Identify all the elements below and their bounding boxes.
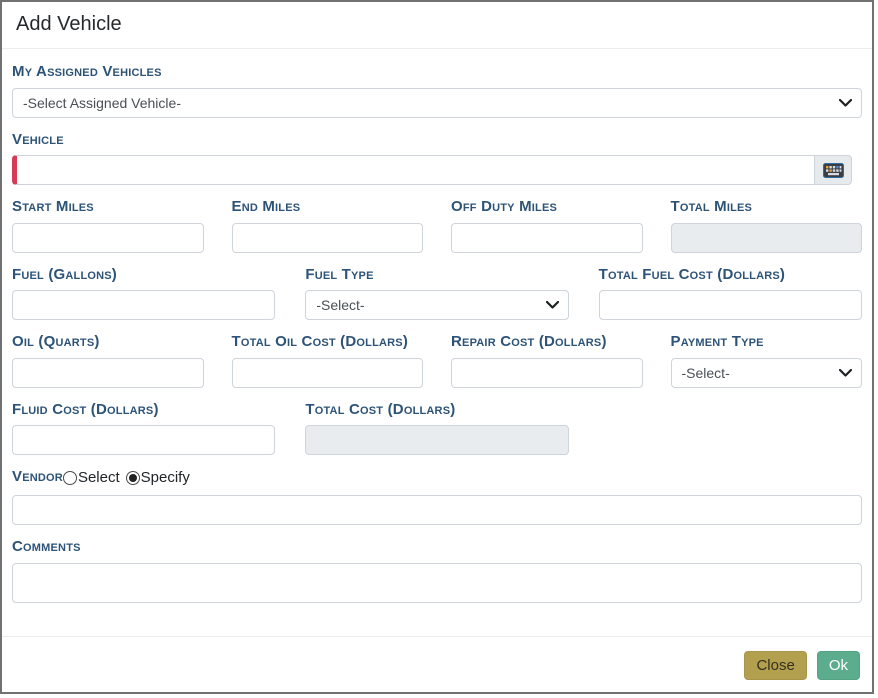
oil-quarts-label: Oil (Quarts) [12,333,100,350]
vendor-select-radio-label[interactable]: Select [77,469,120,486]
vendor-input[interactable] [12,495,862,525]
assigned-vehicle-select[interactable]: -Select Assigned Vehicle- [12,87,862,118]
fuel-type-select[interactable]: -Select- [305,290,569,320]
fuel-gallons-label: Fuel (Gallons) [12,265,118,283]
total-cost-label: Total Cost (Dollars) [305,400,456,418]
off-duty-miles-input[interactable] [451,222,643,253]
total-oil-cost-input[interactable] [231,357,423,388]
dialog-title: Add Vehicle [16,13,122,35]
off-duty-miles-label: Off Duty Miles [451,198,558,215]
vendor-specify-radio[interactable]: Specify [125,469,190,486]
end-miles-input[interactable] [231,222,423,253]
vendor-select-radio[interactable]: Select [62,469,120,486]
ok-button[interactable]: Ok [816,650,860,680]
vendor-label: Vendor [12,468,63,486]
my-assigned-vehicles-label: My Assigned Vehicles [12,63,162,80]
fuel-gallons-input[interactable] [12,290,276,320]
total-oil-cost-label: Total Oil Cost (Dollars) [231,333,409,350]
repair-cost-input[interactable] [451,357,643,388]
close-button[interactable]: Close [744,650,807,680]
total-fuel-cost-input[interactable] [598,290,862,320]
end-miles-label: End Miles [231,198,301,215]
total-fuel-cost-label: Total Fuel Cost (Dollars) [598,265,786,283]
start-miles-label: Start Miles [12,198,94,215]
start-miles-input[interactable] [12,222,204,253]
payment-type-label: Payment Type [670,333,764,350]
total-miles-input [670,222,862,253]
fluid-cost-label: Fluid Cost (Dollars) [12,400,159,418]
radio-icon[interactable] [125,470,140,485]
total-cost-input [305,425,569,455]
vehicle-label: Vehicle [12,130,64,148]
dialog-footer: Close Ok [2,635,872,693]
oil-quarts-input[interactable] [12,357,204,388]
repair-cost-label: Repair Cost (Dollars) [451,333,607,350]
dialog-header: Add Vehicle [2,2,872,49]
comments-input[interactable] [12,562,862,603]
payment-type-select[interactable]: -Select- [670,357,862,388]
vendor-specify-radio-label[interactable]: Specify [140,469,190,486]
fuel-type-label: Fuel Type [305,265,374,283]
dialog-body: My Assigned Vehicles -Select Assigned Ve… [2,49,872,617]
vehicle-keyboard-button[interactable] [814,155,852,185]
comments-label: Comments [12,538,81,555]
fluid-cost-input[interactable] [12,425,276,455]
total-miles-label: Total Miles [670,198,753,215]
vehicle-input[interactable] [12,155,815,185]
keyboard-icon [822,162,844,178]
radio-icon[interactable] [62,470,77,485]
